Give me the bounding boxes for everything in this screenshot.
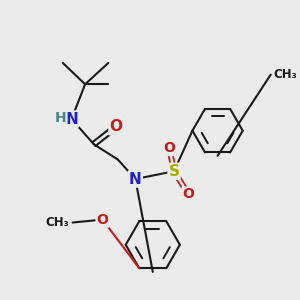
Text: N: N [129, 172, 142, 187]
Text: S: S [169, 164, 180, 179]
Text: CH₃: CH₃ [274, 68, 297, 81]
Text: O: O [183, 188, 194, 202]
Text: O: O [110, 119, 122, 134]
Text: O: O [163, 141, 175, 155]
Text: O: O [97, 213, 108, 226]
Text: CH₃: CH₃ [45, 216, 69, 229]
Text: N: N [65, 112, 78, 127]
Text: H: H [55, 111, 67, 125]
